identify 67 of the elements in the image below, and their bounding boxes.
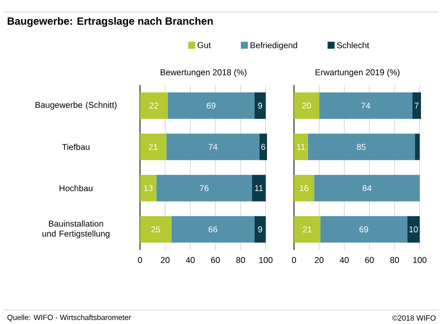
data-label: 9 xyxy=(258,102,262,109)
bar xyxy=(294,134,308,160)
bar xyxy=(294,174,314,202)
x-tick-label: 80 xyxy=(236,256,245,263)
data-label: 9 xyxy=(258,226,262,232)
data-label: 21 xyxy=(302,226,312,232)
bar xyxy=(294,92,320,119)
bar xyxy=(254,92,266,119)
x-tick-label: 100 xyxy=(259,256,272,263)
data-label: 74 xyxy=(361,102,370,108)
bar xyxy=(252,174,266,202)
data-label: 74 xyxy=(208,144,218,150)
data-label: 7 xyxy=(414,102,419,108)
x-tick-label: 0 xyxy=(138,256,142,263)
data-label: 84 xyxy=(362,184,372,191)
bar xyxy=(259,134,267,160)
data-label: 22 xyxy=(150,102,158,108)
data-label: 11 xyxy=(255,185,263,191)
data-label: 69 xyxy=(360,226,368,232)
legend-label: Schlecht xyxy=(337,42,370,48)
legend-label: Befriedigend xyxy=(250,42,298,50)
data-label: 10 xyxy=(409,226,418,232)
bar xyxy=(320,216,408,242)
bar xyxy=(156,174,252,202)
x-tick-label: 20 xyxy=(160,256,170,263)
x-tick-label: 40 xyxy=(186,256,195,263)
data-label: 85 xyxy=(356,144,366,150)
bar xyxy=(319,92,412,119)
bar xyxy=(412,92,421,119)
bar xyxy=(140,92,168,119)
data-label: 13 xyxy=(144,184,153,191)
x-tick-label: 0 xyxy=(292,256,296,263)
bar xyxy=(294,216,320,242)
bar xyxy=(166,134,260,160)
data-label: 21 xyxy=(148,144,158,150)
bar xyxy=(168,92,254,119)
bar xyxy=(140,216,172,242)
y-tick-label: Hochbau xyxy=(60,184,92,192)
y-tick-label: Tiefbau xyxy=(62,144,90,150)
y-tick-label: Baugewerbe (Schnitt) xyxy=(36,102,117,110)
data-label: 76 xyxy=(200,184,208,191)
legend-label: Gut xyxy=(198,42,211,48)
chart-subtitle: Bewertungen 2018 (%) xyxy=(160,68,246,77)
data-label: 11 xyxy=(297,144,305,150)
x-tick-label: 100 xyxy=(413,256,426,263)
bar xyxy=(414,134,420,160)
bar xyxy=(171,216,254,242)
data-label: 69 xyxy=(206,102,216,109)
bar xyxy=(314,174,420,202)
data-label: 66 xyxy=(208,226,218,232)
bar xyxy=(140,174,156,202)
data-label: 6 xyxy=(261,144,266,150)
x-tick-label: 60 xyxy=(365,256,374,263)
bar xyxy=(254,216,266,242)
chart-title: Baugewerbe: Ertragslage nach Branchen xyxy=(8,16,213,27)
chart-subtitle: Erwartungen 2019 (%) xyxy=(316,68,400,77)
bar xyxy=(407,216,420,242)
bar xyxy=(308,134,415,160)
data-label: 25 xyxy=(151,226,160,232)
x-tick-label: 60 xyxy=(211,256,220,263)
y-tick-label: Bauinstallation und Fertigstellung xyxy=(42,220,110,238)
x-tick-label: 40 xyxy=(340,256,349,263)
x-tick-label: 80 xyxy=(390,256,399,263)
bar xyxy=(140,134,166,160)
x-tick-label: 20 xyxy=(314,256,324,263)
data-label: 16 xyxy=(300,184,308,191)
data-label: 20 xyxy=(302,102,311,109)
